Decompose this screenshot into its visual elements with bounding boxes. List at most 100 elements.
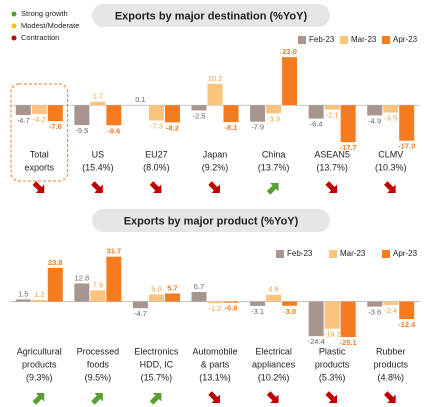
category-label: (15.7%): [141, 372, 173, 382]
status-legend-label: Modest/Moderate: [21, 21, 79, 30]
bar: [308, 301, 324, 337]
value-label: 1.7: [93, 92, 103, 101]
value-label: -2.4: [384, 306, 397, 315]
value-label: -8.1: [225, 123, 238, 132]
bar: [324, 105, 340, 110]
trend-arrow: [32, 181, 45, 193]
value-label: -3.9: [267, 114, 280, 123]
chart-title: Exports by major product (%YoY): [124, 215, 299, 227]
category-label: Japan: [203, 149, 228, 159]
category-label: Total: [30, 149, 49, 159]
category-label: (13.7%): [316, 162, 348, 172]
value-label: 0.1: [135, 95, 145, 104]
category-label: Automobile: [192, 346, 237, 356]
value-label: -4.9: [368, 116, 381, 125]
value-label: -0.8: [225, 304, 238, 313]
category-label: (10.2%): [258, 372, 290, 382]
value-label: -1.2: [209, 304, 222, 313]
value-label: 10.2: [208, 74, 223, 83]
status-legend-dot: [11, 35, 17, 41]
bar: [106, 105, 122, 126]
category-label: China: [262, 149, 286, 159]
bar: [324, 301, 340, 329]
value-label: -12.4: [398, 320, 416, 329]
value-label: -25.1: [340, 338, 357, 347]
trend-arrow: [383, 391, 396, 403]
bar: [340, 105, 356, 143]
value-label: 7.9: [93, 280, 103, 289]
value-label: -3.5: [384, 114, 397, 123]
value-label: -19.2: [324, 330, 341, 339]
legend-label: Mar-23: [351, 35, 377, 44]
bar: [383, 105, 399, 113]
status-legend-label: Contraction: [21, 33, 59, 42]
trend-arrow: [266, 183, 279, 195]
bar: [399, 105, 415, 141]
category-label: HDD, IC: [140, 359, 174, 369]
value-label: -3.1: [251, 307, 264, 316]
value-label: -17.0: [398, 142, 415, 151]
category-label: Agricultural: [17, 346, 62, 356]
bar: [399, 301, 415, 320]
bar: [223, 105, 239, 123]
bar: [340, 301, 356, 338]
status-legend-label: Strong growth: [21, 9, 68, 18]
category-label: products: [373, 359, 408, 369]
value-label: -7.3: [150, 121, 163, 130]
legend-label: Apr-23: [393, 35, 418, 44]
bar: [266, 294, 282, 302]
value-label: -2.1: [326, 111, 339, 120]
category-label: products: [22, 359, 57, 369]
category-label: Electrical: [255, 346, 292, 356]
legend-label: Apr-23: [393, 249, 418, 258]
bar: [191, 292, 207, 302]
category-label: exports: [25, 162, 55, 172]
category-label: appliances: [252, 359, 296, 369]
bar: [223, 301, 239, 303]
bar: [74, 283, 90, 302]
bar: [106, 256, 122, 302]
value-label: 23.8: [48, 258, 63, 267]
bar: [207, 83, 223, 106]
bar: [15, 105, 31, 116]
legend-swatch: [382, 36, 390, 44]
value-label: 12.8: [75, 273, 90, 282]
bar: [164, 105, 180, 123]
category-label: (13.1%): [199, 372, 231, 382]
value-label: 5.0: [151, 284, 161, 293]
category-label: & parts: [201, 359, 230, 369]
category-label: US: [92, 149, 105, 159]
category-label: EU27: [145, 149, 168, 159]
value-label: -17.7: [340, 143, 357, 152]
category-label: (9.5%): [85, 372, 112, 382]
value-label: -24.4: [308, 337, 325, 346]
category-label: (9.2%): [202, 162, 229, 172]
bar: [207, 301, 223, 304]
bar: [31, 105, 47, 114]
bar: [90, 101, 106, 106]
value-label: -7.9: [251, 123, 264, 132]
trend-arrow: [208, 391, 220, 403]
bar: [367, 301, 383, 307]
value-label: 23.0: [282, 47, 297, 56]
bar: [15, 299, 31, 302]
value-label: 5.7: [167, 283, 177, 292]
bar: [191, 105, 207, 111]
bar: [266, 105, 282, 114]
trend-arrow: [91, 181, 103, 193]
category-label: ASEAN5: [314, 149, 350, 159]
category-label: Processed: [77, 346, 120, 356]
trend-arrow: [149, 181, 162, 193]
trend-arrow: [325, 391, 338, 403]
bar: [250, 105, 266, 122]
value-label: 4.8: [268, 285, 278, 294]
title-pill: [92, 4, 330, 27]
legend-swatch: [382, 250, 390, 258]
legend-swatch: [298, 36, 306, 44]
category-label: (8.0%): [143, 162, 170, 172]
value-label: -6.4: [310, 120, 323, 129]
bar: [132, 301, 148, 309]
bar: [74, 105, 90, 126]
value-label: -8.2: [166, 123, 179, 132]
value-label: -2.5: [193, 111, 206, 120]
